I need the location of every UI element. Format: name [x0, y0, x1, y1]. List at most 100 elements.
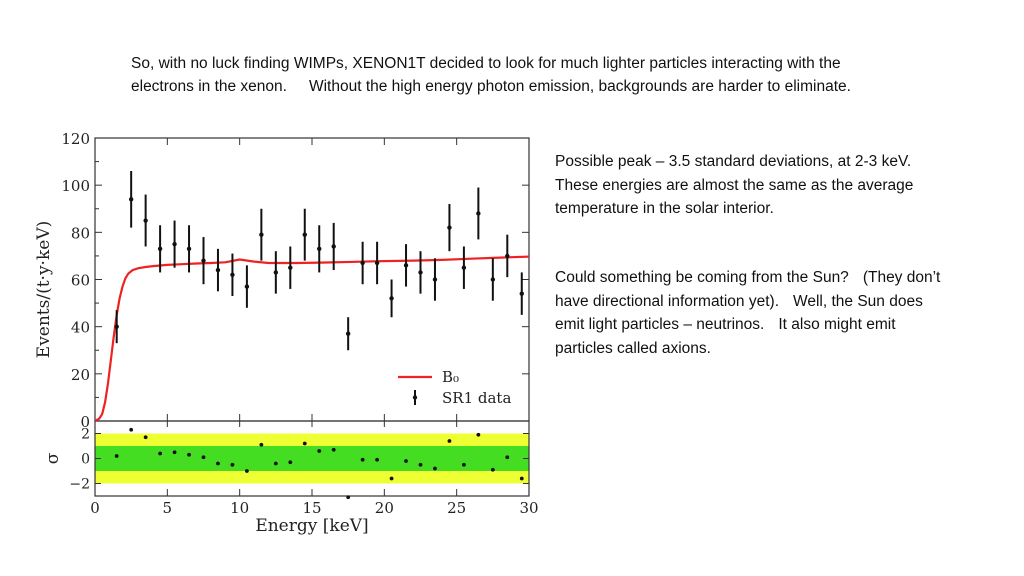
x-tick-label: 10	[230, 499, 249, 517]
residual-point	[331, 447, 336, 452]
data-point	[302, 208, 307, 261]
sigma-band-1	[95, 446, 529, 471]
data-point	[374, 241, 380, 285]
residual-point	[245, 469, 249, 473]
x-tick-label: 15	[302, 499, 321, 517]
residual-point	[230, 462, 235, 467]
intro-line-2a: electrons in the xenon.	[131, 78, 287, 95]
data-point	[215, 248, 221, 292]
residual-point	[273, 461, 278, 466]
data-marker	[143, 218, 148, 223]
data-marker	[215, 267, 221, 273]
intro-line-2b: Without the high energy photon emission,…	[308, 78, 851, 95]
sun-note-line-2b: Well, the Sun does	[793, 292, 923, 310]
residual-point	[433, 466, 437, 471]
data-marker	[461, 265, 467, 270]
residual-point	[346, 495, 351, 500]
data-point	[389, 279, 394, 318]
data-point	[418, 251, 423, 294]
sun-note: Could something be coming from the Sun? (…	[555, 266, 1005, 360]
x-tick-label: 20	[375, 499, 394, 517]
residual-point	[114, 454, 119, 458]
data-point	[143, 194, 148, 247]
data-point	[360, 241, 365, 285]
residual-point	[447, 439, 452, 443]
data-marker	[186, 246, 192, 252]
x-axis-label: Energy [keV]	[255, 516, 368, 536]
data-point	[505, 234, 510, 278]
residual-point	[302, 441, 307, 446]
data-marker	[128, 197, 134, 202]
data-point	[128, 171, 134, 228]
sun-note-line-3a: emit light particles – neutrinos.	[555, 316, 765, 333]
data-point	[432, 258, 438, 301]
residual-point	[505, 455, 510, 460]
sun-note-line-2: have directional information yet). Well, …	[555, 290, 1005, 314]
lower-y-axis-label: σ	[43, 452, 63, 464]
residual-point	[519, 476, 524, 481]
sun-note-line-3b: It also might emit	[778, 316, 896, 333]
residual-point	[172, 450, 177, 455]
data-marker	[230, 272, 235, 277]
legend: B₀ SR1 data	[398, 368, 511, 407]
data-point	[201, 237, 206, 285]
data-marker	[157, 246, 163, 252]
sun-note-line-4: particles called axions.	[555, 339, 711, 357]
x-tick-label: 25	[447, 499, 466, 517]
data-point	[461, 246, 467, 289]
residual-point	[404, 459, 408, 463]
data-point	[519, 272, 524, 315]
lower-y-tick-label: −2	[69, 477, 90, 493]
residual-point	[375, 457, 379, 462]
residual-point	[129, 427, 134, 432]
data-marker	[345, 331, 351, 336]
intro-text: So, with no luck finding WIMPs, XENON1T …	[131, 52, 991, 98]
upper-y-tick-label: 0	[80, 413, 90, 431]
data-point	[157, 225, 163, 273]
residual-point	[462, 462, 466, 467]
data-marker	[374, 260, 380, 266]
legend-b0-label: B₀	[442, 368, 459, 386]
data-marker	[317, 246, 322, 252]
data-point	[317, 225, 322, 273]
legend-data-marker	[412, 395, 418, 400]
data-marker	[259, 232, 264, 237]
data-marker	[114, 324, 119, 329]
peak-note-line-2: These energies are almost the same as th…	[555, 176, 914, 194]
residual-point	[259, 442, 264, 447]
sun-note-line-1b: (They don’t	[862, 269, 941, 286]
residual-point	[317, 449, 322, 453]
data-point	[288, 246, 293, 289]
data-marker	[172, 241, 177, 247]
sun-note-line-2a: have directional information yet).	[555, 292, 780, 310]
residual-point	[389, 476, 394, 481]
peak-note-line-1: Possible peak – 3.5 standard deviations,…	[555, 153, 912, 170]
data-marker	[288, 265, 293, 270]
residual-point	[288, 460, 293, 465]
x-tick-label: 0	[90, 499, 100, 517]
residual-point	[418, 462, 423, 467]
data-point	[345, 317, 351, 351]
data-marker	[360, 260, 365, 266]
upper-y-tick-label: 60	[71, 272, 90, 290]
residual-point	[360, 457, 365, 462]
upper-y-tick-label: 80	[71, 224, 90, 242]
data-point	[114, 310, 119, 344]
data-marker	[490, 277, 496, 282]
data-point	[331, 222, 336, 271]
data-point	[273, 251, 279, 294]
lower-y-tick-label: 2	[81, 427, 90, 443]
upper-y-tick-label: 20	[71, 366, 90, 384]
residual-point	[201, 455, 206, 460]
data-marker	[432, 277, 438, 282]
data-point	[186, 225, 192, 273]
sun-note-line-1: Could something be coming from the Sun? (…	[555, 266, 1005, 290]
residual-point	[143, 435, 148, 440]
data-marker	[331, 244, 336, 249]
residual-point	[490, 467, 495, 472]
data-marker	[302, 232, 307, 237]
legend-data-label: SR1 data	[442, 389, 511, 407]
data-marker	[403, 263, 409, 268]
x-tick-label: 5	[163, 499, 173, 517]
